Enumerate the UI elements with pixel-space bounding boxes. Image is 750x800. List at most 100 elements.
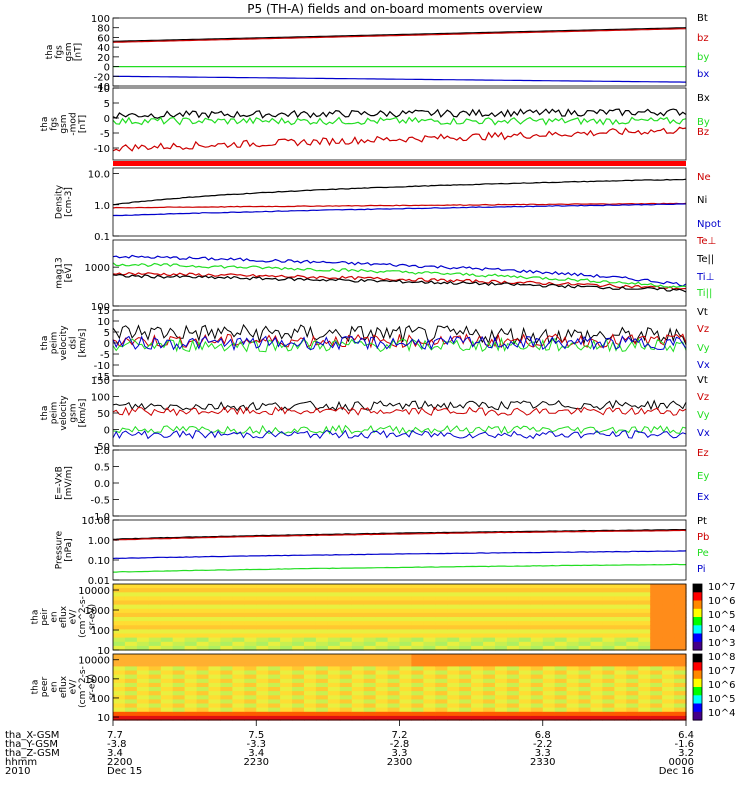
heatmap-cell <box>196 695 210 700</box>
y-axis-label: peim <box>50 402 60 425</box>
y-axis-label: eV/ <box>69 609 79 625</box>
heatmap-cell <box>292 588 305 593</box>
heatmap-cell <box>590 654 603 659</box>
heatmap-cell <box>518 596 532 602</box>
heatmap-cell <box>304 604 317 610</box>
heatmap-cell <box>184 703 198 709</box>
heatmap-cell <box>351 699 365 705</box>
heatmap-cell <box>244 662 257 667</box>
heatmap-cell <box>518 670 532 676</box>
heatmap-cell <box>578 691 592 696</box>
heatmap-cell <box>638 699 651 705</box>
heatmap-cell <box>471 707 484 713</box>
heatmap-cell <box>554 699 568 705</box>
heatmap-cell <box>650 670 663 676</box>
y-tick-label: 10000 <box>78 586 110 597</box>
heatmap-cell <box>638 645 651 651</box>
heatmap-cell <box>184 658 198 663</box>
heatmap-cell <box>124 637 138 643</box>
heatmap-cell <box>280 662 293 667</box>
heatmap-cell <box>184 629 198 635</box>
heatmap-cell <box>220 666 233 672</box>
heatmap-cell <box>280 604 293 610</box>
x-row-label: hhmm <box>5 757 37 768</box>
heatmap-cell <box>650 674 663 680</box>
heatmap-cell <box>638 662 651 667</box>
heatmap-cell <box>662 666 675 672</box>
heatmap-cell <box>447 695 460 700</box>
heatmap-cell <box>160 678 174 684</box>
heatmap-cell <box>351 670 365 676</box>
heatmap-cell <box>483 715 496 721</box>
colorbar-label: 10^4 <box>708 624 735 635</box>
heatmap-cell <box>292 658 305 663</box>
heatmap-cell <box>459 612 472 618</box>
heatmap-cell <box>626 625 639 630</box>
heatmap-cell <box>662 637 675 643</box>
series-ti-line <box>112 262 687 289</box>
heatmap-cell <box>256 682 269 688</box>
heatmap-cell <box>244 703 257 709</box>
heatmap-cell <box>315 699 329 705</box>
heatmap-cell <box>387 691 401 696</box>
x-tick-label: 6.8 <box>535 730 551 741</box>
y-tick-label: 1000 <box>85 606 110 617</box>
heatmap-cell <box>268 674 281 680</box>
heatmap-cell <box>411 645 424 651</box>
heatmap-cell <box>483 637 496 643</box>
heatmap-cell <box>614 641 627 647</box>
heatmap-cell <box>399 666 412 672</box>
heatmap-cell <box>124 629 138 635</box>
heatmap-cell <box>327 695 341 700</box>
heatmap-cell <box>626 621 639 626</box>
heatmap-cell <box>304 588 317 593</box>
heatmap-cell <box>530 608 544 614</box>
heatmap-cell <box>280 658 293 663</box>
heatmap-cell <box>411 658 424 663</box>
heatmap-cell <box>590 695 603 700</box>
series-vz-line <box>112 406 687 417</box>
heatmap-cell <box>518 699 532 705</box>
heatmap-cell <box>518 637 532 643</box>
heatmap-cell <box>208 629 221 635</box>
heatmap-cell <box>614 633 627 639</box>
heatmap-cell <box>315 674 329 680</box>
heatmap-cell <box>256 612 269 618</box>
heatmap-cell <box>411 588 424 593</box>
heatmap-cell <box>554 617 568 622</box>
heatmap-cell <box>578 687 592 692</box>
heatmap-cell <box>220 707 233 713</box>
heatmap-cell <box>554 645 568 651</box>
heatmap-cell <box>566 596 580 602</box>
heatmap-cell <box>590 608 603 614</box>
heatmap-cell <box>351 687 365 692</box>
heatmap-cell <box>495 695 508 700</box>
heatmap-cell <box>495 641 508 647</box>
heatmap-cell <box>590 596 603 602</box>
heatmap-cell <box>327 662 341 667</box>
heatmap-cell <box>256 645 269 651</box>
heatmap-cell <box>304 592 317 597</box>
heatmap-cell <box>483 588 496 593</box>
legend-label: Te⊥ <box>696 236 716 247</box>
heatmap-cell <box>160 670 174 676</box>
heatmap-cell <box>578 584 592 589</box>
heatmap-cell <box>530 703 544 709</box>
heatmap-cell <box>638 588 651 593</box>
heatmap-cell <box>566 662 580 667</box>
heatmap-cell <box>435 625 448 630</box>
heatmap-cell <box>578 621 592 626</box>
heatmap-cell <box>662 617 675 622</box>
heatmap-cell <box>447 641 460 647</box>
heatmap-cell <box>578 645 592 651</box>
heatmap-cell <box>196 703 210 709</box>
heatmap-cell <box>327 703 341 709</box>
heatmap-cell <box>506 588 520 593</box>
heatmap-cell <box>172 674 186 680</box>
heatmap-cell <box>327 666 341 672</box>
heatmap-cell <box>471 703 484 709</box>
heatmap-cell <box>471 612 484 618</box>
heatmap-cell <box>315 604 329 610</box>
